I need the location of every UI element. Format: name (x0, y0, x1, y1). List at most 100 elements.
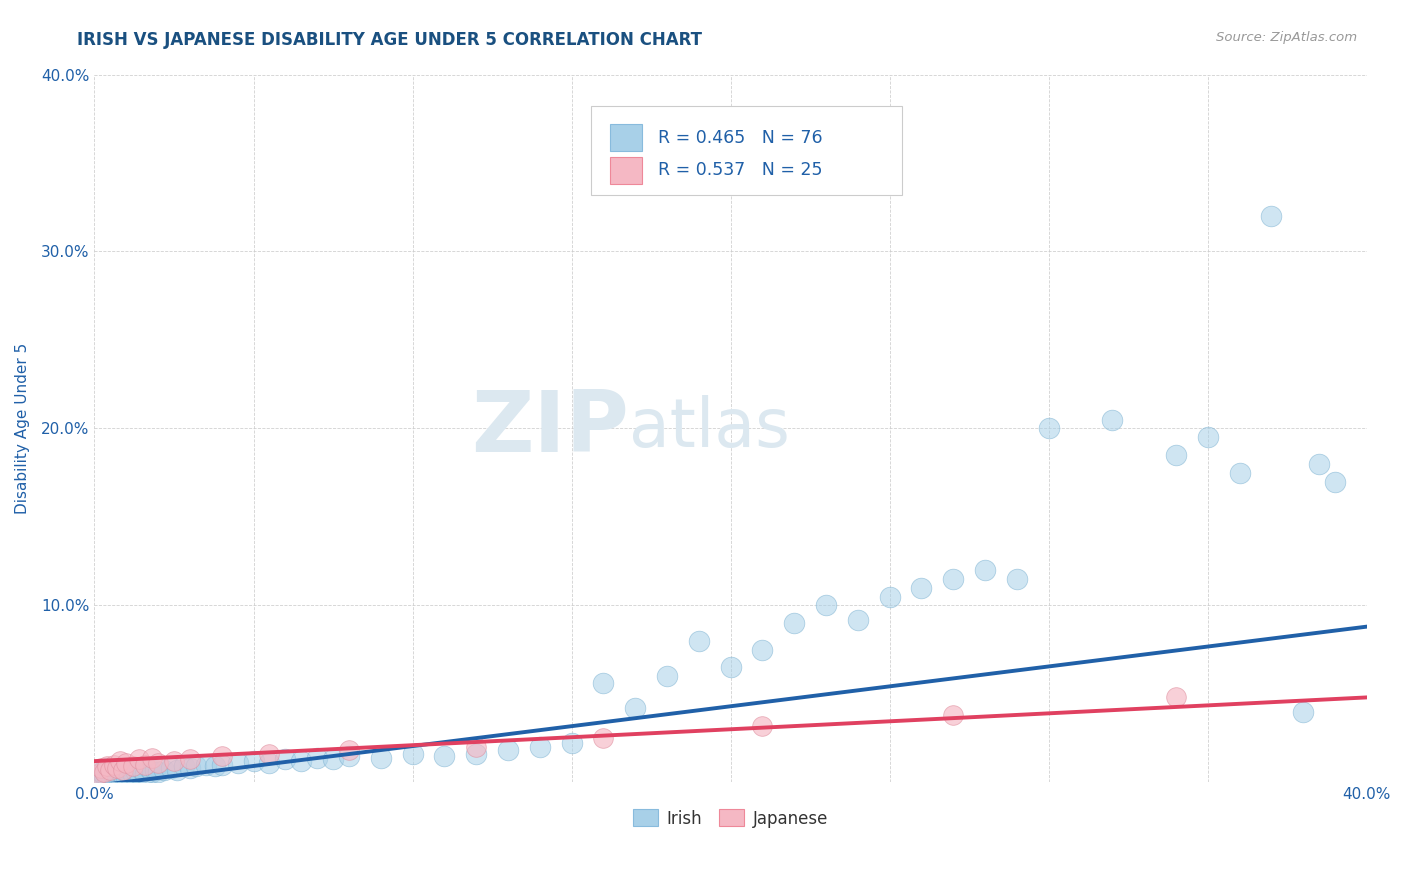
Point (93, 768, 115, 782)
Point (337, 743, 360, 757)
Text: Source: ZipAtlas.com: Source: ZipAtlas.com (1216, 31, 1357, 45)
Point (751, 719, 773, 733)
Point (561, 736, 583, 750)
Point (194, 757, 217, 772)
Point (592, 731, 614, 745)
Point (942, 572, 965, 586)
Point (1292, 705, 1315, 719)
Point (322, 752, 344, 766)
Point (146, 756, 169, 770)
Point (879, 590, 901, 604)
Point (204, 759, 226, 773)
Point (259, 756, 281, 770)
Point (90, 770, 112, 784)
Point (100, 764, 122, 779)
Point (159, 761, 181, 775)
Point (108, 770, 131, 784)
Point (1164, 448, 1187, 462)
Point (131, 763, 153, 777)
Point (846, 613, 869, 627)
Point (143, 763, 166, 777)
Point (163, 754, 186, 768)
Point (103, 757, 125, 772)
Point (108, 754, 131, 768)
Point (211, 748, 233, 763)
Point (211, 757, 233, 772)
Point (465, 747, 488, 761)
Point (655, 669, 678, 683)
Text: R = 0.465   N = 76: R = 0.465 N = 76 (658, 129, 823, 147)
Point (1197, 430, 1219, 444)
Legend: Irish, Japanese: Irish, Japanese (627, 803, 835, 834)
Point (179, 752, 201, 766)
Point (93, 764, 115, 779)
Point (226, 756, 249, 770)
Point (121, 766, 143, 780)
Point (433, 748, 456, 763)
Point (105, 768, 128, 782)
Point (141, 764, 163, 779)
Point (118, 768, 141, 782)
Point (86, 768, 108, 782)
Point (115, 770, 138, 784)
Y-axis label: Disability Age Under 5: Disability Age Under 5 (15, 343, 30, 514)
Point (592, 676, 614, 690)
Point (242, 754, 264, 768)
Point (290, 754, 312, 768)
Point (96, 759, 118, 773)
Point (1038, 421, 1060, 435)
Text: R = 0.537   N = 25: R = 0.537 N = 25 (658, 161, 823, 179)
Point (624, 701, 647, 715)
Point (465, 739, 488, 754)
Point (141, 750, 163, 764)
Point (115, 756, 138, 770)
Point (153, 763, 176, 777)
Point (815, 599, 838, 613)
Point (112, 768, 135, 782)
Point (96, 761, 118, 775)
Point (401, 747, 423, 761)
Point (496, 743, 519, 757)
Point (128, 766, 150, 780)
Point (121, 759, 143, 773)
Point (942, 708, 965, 723)
Point (128, 752, 150, 766)
Point (751, 642, 773, 657)
FancyBboxPatch shape (610, 157, 641, 185)
Point (125, 764, 148, 779)
Point (96, 770, 118, 784)
Point (1324, 475, 1347, 489)
Point (93, 763, 115, 777)
Point (112, 763, 135, 777)
Point (100, 768, 122, 782)
Point (1260, 209, 1282, 223)
Point (108, 764, 131, 779)
Point (974, 563, 997, 577)
Point (134, 766, 156, 780)
Point (138, 761, 160, 775)
Point (1101, 412, 1123, 426)
Point (337, 748, 360, 763)
Point (166, 763, 188, 777)
Point (173, 759, 195, 773)
Point (103, 763, 125, 777)
Point (783, 616, 806, 631)
FancyBboxPatch shape (591, 106, 903, 194)
Point (90, 764, 112, 779)
Point (307, 750, 329, 764)
Point (103, 770, 125, 784)
Point (1005, 572, 1028, 586)
Point (134, 757, 156, 772)
Point (112, 763, 135, 777)
Point (179, 761, 201, 775)
Point (86, 766, 108, 780)
Point (90, 761, 112, 775)
Point (1308, 457, 1330, 471)
Point (529, 739, 551, 754)
Point (186, 759, 208, 773)
Point (115, 761, 138, 775)
Point (146, 764, 169, 779)
Point (1164, 690, 1187, 705)
Point (274, 752, 297, 766)
Text: ZIP: ZIP (471, 387, 628, 470)
